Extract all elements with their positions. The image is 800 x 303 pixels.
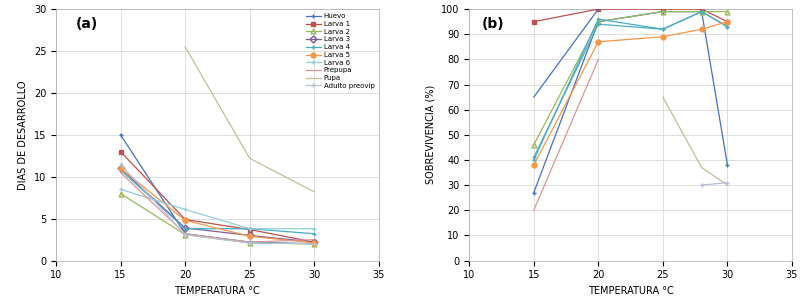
Larva 3 — [180, 226, 190, 230]
Larva 6 — [180, 208, 190, 211]
Adulto preovip — [180, 233, 190, 236]
Larva 1 — [310, 240, 319, 244]
Prepupa — [180, 232, 190, 235]
Line: Larva 4: Larva 4 — [118, 168, 317, 236]
Prepupa — [245, 240, 254, 244]
Larva 6 — [116, 188, 126, 191]
Larva 3 — [310, 240, 319, 244]
Line: Larva 3: Larva 3 — [118, 166, 317, 245]
Pupa — [180, 45, 190, 49]
Larva 1 — [245, 228, 254, 231]
Larva 5 — [310, 241, 319, 245]
X-axis label: TEMPERATURA °C: TEMPERATURA °C — [174, 286, 260, 296]
Larva 5 — [116, 167, 126, 170]
Prepupa — [116, 171, 126, 175]
Larva 3 — [245, 234, 254, 237]
Larva 4 — [116, 168, 126, 172]
Adulto preovip — [310, 242, 319, 246]
Pupa — [245, 156, 254, 160]
Huevo — [310, 242, 319, 246]
Larva 1 — [180, 218, 190, 221]
Huevo — [180, 232, 190, 235]
Larva 1 — [116, 150, 126, 153]
Y-axis label: SOBREVIVENCIA (%): SOBREVIVENCIA (%) — [426, 85, 435, 185]
Adulto preovip — [245, 241, 254, 245]
Larva 2 — [180, 233, 190, 236]
Larva 4 — [245, 227, 254, 231]
Legend: Huevo, Larva 1, Larva 2, Larva 3, Larva 4, Larva 5, Larva 6, Prepupa, Pupa, Adul: Huevo, Larva 1, Larva 2, Larva 3, Larva … — [303, 11, 378, 92]
Prepupa — [310, 238, 319, 241]
Text: (a): (a) — [75, 17, 98, 31]
Line: Huevo: Huevo — [118, 132, 317, 246]
Larva 6 — [245, 227, 254, 231]
Larva 5 — [180, 218, 190, 222]
Larva 5 — [245, 235, 254, 238]
Larva 6 — [310, 227, 319, 231]
X-axis label: TEMPERATURA °C: TEMPERATURA °C — [588, 286, 674, 296]
Line: Larva 5: Larva 5 — [118, 166, 317, 245]
Larva 3 — [116, 167, 126, 170]
Huevo — [116, 133, 126, 137]
Line: Pupa: Pupa — [185, 47, 314, 192]
Line: Adulto preovip: Adulto preovip — [118, 162, 317, 246]
Line: Prepupa: Prepupa — [121, 173, 314, 242]
Adulto preovip — [116, 162, 126, 166]
Line: Larva 1: Larva 1 — [118, 149, 317, 245]
Larva 2 — [245, 241, 254, 245]
Text: (b): (b) — [482, 17, 505, 31]
Larva 2 — [116, 192, 126, 195]
Huevo — [245, 240, 254, 244]
Larva 4 — [310, 232, 319, 235]
Line: Larva 6: Larva 6 — [118, 187, 317, 231]
Larva 4 — [180, 227, 190, 231]
Y-axis label: DIAS DE DESARROLLO: DIAS DE DESARROLLO — [18, 80, 28, 190]
Larva 2 — [310, 242, 319, 246]
Line: Larva 2: Larva 2 — [118, 191, 317, 246]
Pupa — [310, 190, 319, 194]
